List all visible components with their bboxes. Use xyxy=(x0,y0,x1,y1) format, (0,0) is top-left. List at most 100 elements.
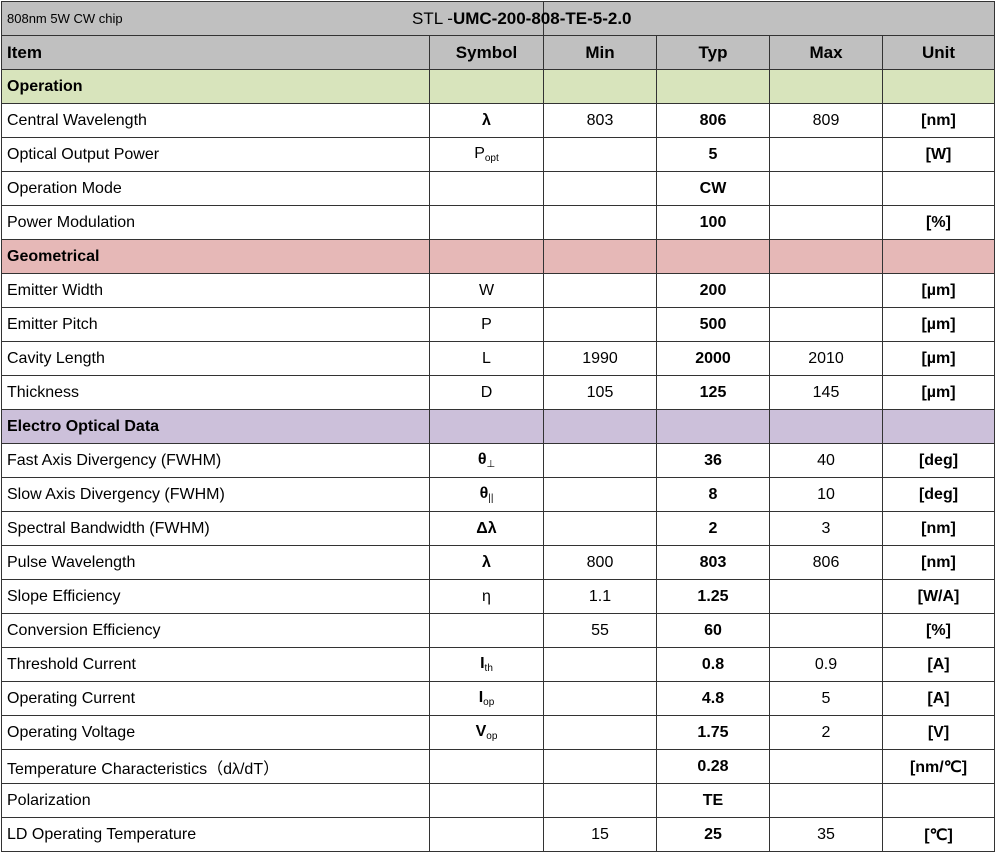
table-row: Cavity Length L 1990 2000 2010 [µm] xyxy=(1,341,995,376)
unit: [deg] xyxy=(882,477,995,512)
section-cell xyxy=(543,69,657,104)
section-cell xyxy=(429,69,544,104)
typ-value: 2 xyxy=(656,511,770,546)
symbol-cell xyxy=(429,783,544,818)
min-value: 105 xyxy=(543,375,657,410)
min-value xyxy=(543,681,657,716)
min-value xyxy=(543,783,657,818)
title-row: 808nm 5W CW chip STL -UMC-200-808-TE-5-2… xyxy=(1,1,995,36)
symbol-cell: P xyxy=(429,307,544,342)
unit xyxy=(882,171,995,206)
symbol-subscript: ⊥ xyxy=(486,459,496,470)
item-name: Operating Voltage xyxy=(1,715,430,750)
section-cell xyxy=(429,239,544,274)
max-value xyxy=(769,307,883,342)
symbol: D xyxy=(480,383,493,401)
unit: [µm] xyxy=(882,375,995,410)
item-name: Threshold Current xyxy=(1,647,430,682)
section-row: Electro Optical Data xyxy=(1,409,995,444)
min-value xyxy=(543,443,657,478)
max-value: 806 xyxy=(769,545,883,580)
min-value xyxy=(543,137,657,172)
symbol-cell: Iop xyxy=(429,681,544,716)
symbol-cell xyxy=(429,205,544,240)
symbol: λ xyxy=(482,553,491,571)
unit: [nm] xyxy=(882,511,995,546)
col-unit: Unit xyxy=(882,35,995,70)
unit: [%] xyxy=(882,613,995,648)
max-value xyxy=(769,273,883,308)
max-value: 0.9 xyxy=(769,647,883,682)
min-value xyxy=(543,171,657,206)
unit: [nm] xyxy=(882,545,995,580)
min-value: 1.1 xyxy=(543,579,657,614)
min-value: 800 xyxy=(543,545,657,580)
model-number: STL -UMC-200-808-TE-5-2.0 xyxy=(412,1,995,36)
max-value xyxy=(769,205,883,240)
section-cell xyxy=(656,69,770,104)
table-row: Threshold Current Ith 0.8 0.9 [A] xyxy=(1,647,995,682)
col-min: Min xyxy=(543,35,657,70)
symbol-subscript: || xyxy=(488,493,494,504)
typ-value: 0.8 xyxy=(656,647,770,682)
typ-value: 0.28 xyxy=(656,749,770,784)
typ-value: 125 xyxy=(656,375,770,410)
typ-value: 2000 xyxy=(656,341,770,376)
table-row: Slow Axis Divergency (FWHM) θ|| 8 10 [deg] xyxy=(1,477,995,512)
item-name: Operating Current xyxy=(1,681,430,716)
section-cell xyxy=(882,69,995,104)
item-name: Cavity Length xyxy=(1,341,430,376)
typ-value: CW xyxy=(656,171,770,206)
unit: [nm/℃] xyxy=(882,749,995,784)
symbol: L xyxy=(482,349,491,367)
item-name: Power Modulation xyxy=(1,205,430,240)
min-value xyxy=(543,205,657,240)
symbol: θ xyxy=(477,451,487,468)
item-name: LD Operating Temperature xyxy=(1,817,430,852)
table-row: Spectral Bandwidth (FWHM) Δλ 2 3 [nm] xyxy=(1,511,995,546)
typ-value: 500 xyxy=(656,307,770,342)
unit: [A] xyxy=(882,681,995,716)
typ-value: 60 xyxy=(656,613,770,648)
item-name: Polarization xyxy=(1,783,430,818)
typ-value: 1.75 xyxy=(656,715,770,750)
symbol-cell: L xyxy=(429,341,544,376)
symbol-subscript: op xyxy=(486,731,498,742)
table-row: Emitter Width W 200 [µm] xyxy=(1,273,995,308)
chip-description: 808nm 5W CW chip xyxy=(1,1,544,36)
item-name: Pulse Wavelength xyxy=(1,545,430,580)
table-row: Operation Mode CW xyxy=(1,171,995,206)
item-name: Operation Mode xyxy=(1,171,430,206)
table-row: Temperature Characteristics（dλ/dT） 0.28 [n… xyxy=(1,749,995,784)
symbol: W xyxy=(478,281,495,299)
section-cell xyxy=(769,409,883,444)
model-code: UMC-200-808-TE-5-2.0 xyxy=(452,9,632,28)
item-name: Central Wavelength xyxy=(1,103,430,138)
table-row: Optical Output Power Popt 5 [W] xyxy=(1,137,995,172)
max-value: 2010 xyxy=(769,341,883,376)
section-title: Operation xyxy=(1,69,430,104)
max-value xyxy=(769,137,883,172)
min-value xyxy=(543,477,657,512)
min-value: 55 xyxy=(543,613,657,648)
col-item: Item xyxy=(1,35,430,70)
section-cell xyxy=(543,239,657,274)
max-value xyxy=(769,613,883,648)
max-value: 5 xyxy=(769,681,883,716)
symbol-cell: Ith xyxy=(429,647,544,682)
table-row: Fast Axis Divergency (FWHM) θ⊥ 36 40 [deg] xyxy=(1,443,995,478)
unit: [W] xyxy=(882,137,995,172)
typ-value: 8 xyxy=(656,477,770,512)
symbol: Δλ xyxy=(476,519,497,537)
section-title: Electro Optical Data xyxy=(1,409,430,444)
section-cell xyxy=(769,239,883,274)
typ-value: 4.8 xyxy=(656,681,770,716)
min-value xyxy=(543,307,657,342)
typ-value: 200 xyxy=(656,273,770,308)
symbol: θ xyxy=(479,485,489,502)
item-name: Temperature Characteristics（dλ/dT） xyxy=(1,749,430,784)
section-row: Operation xyxy=(1,69,995,104)
typ-value: 36 xyxy=(656,443,770,478)
symbol: λ xyxy=(482,111,491,129)
table-row: Emitter Pitch P 500 [µm] xyxy=(1,307,995,342)
